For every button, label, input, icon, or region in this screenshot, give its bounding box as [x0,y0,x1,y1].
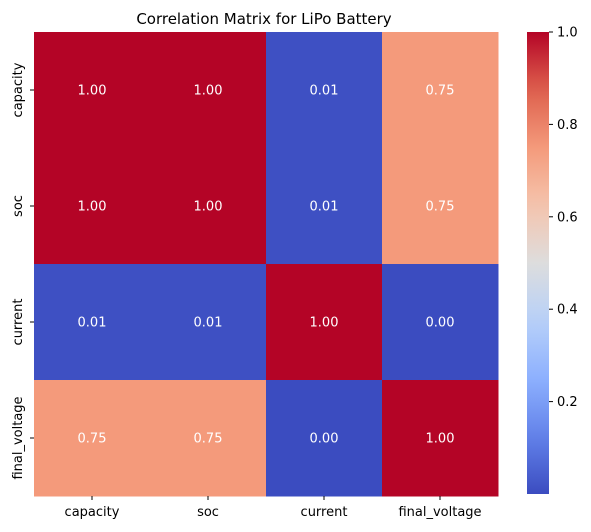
cell-value-label: 0.00 [426,316,455,331]
y-axis: capacity soc current final_voltage [11,62,34,480]
heatmap-cell [34,264,151,381]
cell-value-label: 0.01 [194,316,223,331]
heatmap-cell [34,148,151,265]
cell-value-label: 1.00 [78,84,107,99]
heatmap-cell [150,32,267,149]
cell-value-label: 1.00 [310,316,339,331]
colorbar-tick-label: 0.4 [557,303,578,318]
heatmap-cell [34,380,151,497]
colorbar-tick-label: 1.0 [557,26,578,41]
x-tick-label: capacity [65,505,120,520]
y-tick-label: soc [11,195,26,217]
heatmap-cell [150,380,267,497]
colorbar-gradient [527,32,549,494]
heatmap-cell [266,32,383,149]
colorbar-tick-label: 0.2 [557,395,578,410]
heatmap-cell [266,264,383,381]
chart-title: Correlation Matrix for LiPo Battery [136,10,391,28]
y-tick-label: current [11,299,26,346]
cell-value-label: 0.00 [310,432,339,447]
cell-value-label: 0.01 [78,316,107,331]
cell-value-label: 1.00 [78,200,107,215]
heatmap-cell [266,380,383,497]
x-tick-label: soc [197,505,219,520]
colorbar-tick-label: 0.6 [557,210,578,225]
x-tick-label: final_voltage [398,505,481,520]
cell-value-label: 0.75 [426,200,455,215]
heatmap-cell [150,148,267,265]
heatmap-cell [382,264,499,381]
cell-value-label: 1.00 [194,84,223,99]
cell-value-label: 1.00 [426,432,455,447]
heatmap-cell [150,264,267,381]
heatmap-cells [34,32,499,497]
cell-value-label: 0.01 [310,84,339,99]
heatmap-cell [266,148,383,265]
y-tick-label: final_voltage [11,396,26,479]
colorbar: 0.2 0.4 0.6 0.8 1.0 [527,26,578,494]
heatmap-cell [382,148,499,265]
cell-value-label: 0.75 [426,84,455,99]
colorbar-tick-label: 0.8 [557,118,578,133]
x-axis: capacity soc current final_voltage [65,496,482,520]
x-tick-label: current [301,505,348,520]
heatmap-cell [382,380,499,497]
cell-value-label: 0.75 [194,432,223,447]
cell-value-label: 0.75 [78,432,107,447]
y-tick-label: capacity [11,62,26,117]
cell-value-label: 1.00 [194,200,223,215]
heatmap-cell [34,32,151,149]
cell-value-label: 0.01 [310,200,339,215]
heatmap-value-labels: 1.00 1.00 0.01 0.75 1.00 1.00 0.01 0.75 0.01 0.01… [78,84,455,447]
heatmap-cell [382,32,499,149]
